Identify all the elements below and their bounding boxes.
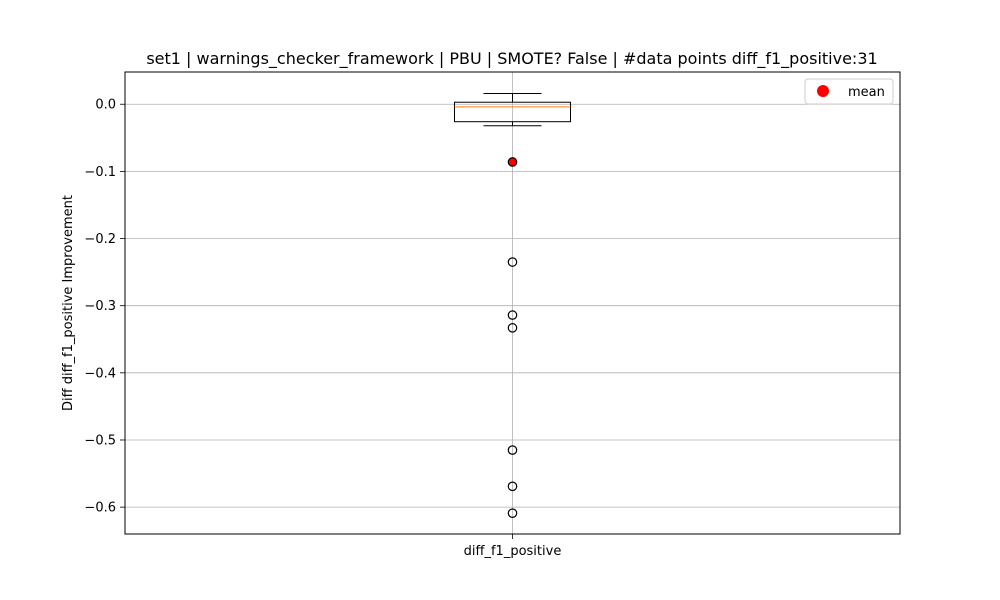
box-iqr <box>454 101 571 123</box>
outlier-point <box>507 481 518 492</box>
outlier-point <box>507 445 518 455</box>
axes: 0.0 −0.1 −0.2 −0.3 −0.4 −0.5 −0.6 diff_f1_posit… <box>84 98 561 559</box>
outlier-point <box>507 310 518 320</box>
data-points <box>507 157 518 518</box>
outlier-point <box>507 157 518 167</box>
y-tick-label: −0.6 <box>84 501 116 516</box>
outlier-point <box>507 257 518 267</box>
y-tick-label: −0.2 <box>84 232 116 247</box>
y-tick-label: −0.4 <box>84 366 116 381</box>
y-tick-label: −0.3 <box>84 299 116 314</box>
y-tick-label: 0.0 <box>95 98 116 113</box>
chart-title: set1 | warnings_checker_framework | PBU … <box>146 49 877 69</box>
outlier-point <box>507 323 518 333</box>
box-plot <box>454 92 571 127</box>
x-tick-label: diff_f1_positive <box>464 544 562 559</box>
mean-marker <box>508 157 517 166</box>
legend: mean <box>804 78 894 105</box>
grid-lines <box>125 72 900 534</box>
legend-frame <box>804 78 894 105</box>
y-tick-label: −0.5 <box>84 433 116 448</box>
y-tick-label: −0.1 <box>84 165 116 180</box>
legend-mean-label: mean <box>848 85 885 100</box>
outlier-point <box>507 508 518 518</box>
legend-mean-marker <box>817 85 829 97</box>
y-axis-label: Diff diff_f1_positive Improvement <box>61 195 76 411</box>
